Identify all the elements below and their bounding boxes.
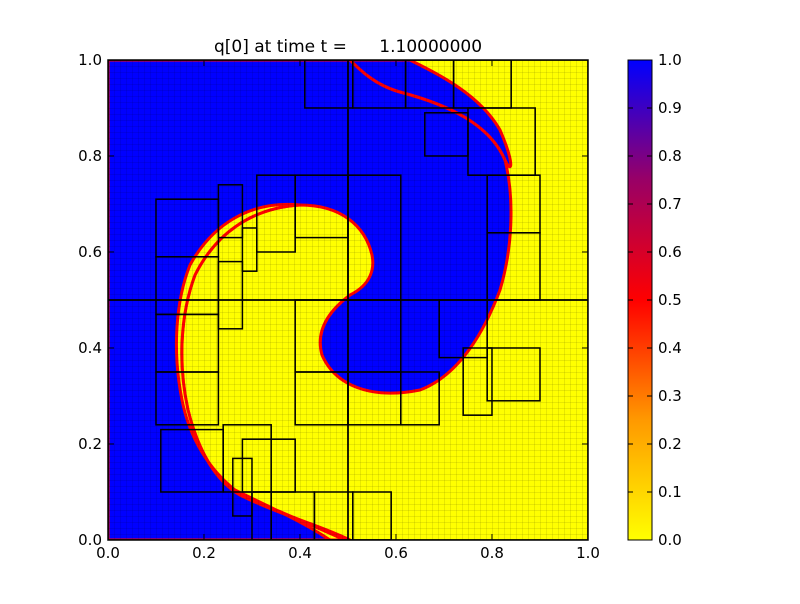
x-axis: 0.0 0.2 0.4 0.6 0.8 1.0 <box>96 60 600 562</box>
y-tick-label: 0.6 <box>78 243 102 261</box>
colorbar-tick-label: 1.0 <box>658 51 682 69</box>
x-tick-label: 1.0 <box>576 544 600 562</box>
colorbar-tick-label: 0.8 <box>658 147 682 165</box>
colorbar-tick-label: 0.2 <box>658 435 682 453</box>
colorbar-tick-label: 0.7 <box>658 195 682 213</box>
x-tick-label: 0.4 <box>288 544 312 562</box>
colorbar-tick-label: 0.5 <box>658 291 682 309</box>
axes-frame <box>107 59 589 541</box>
x-tick-label: 0.8 <box>480 544 504 562</box>
y-tick-label: 0.4 <box>78 339 102 357</box>
x-tick-label: 0.2 <box>192 544 216 562</box>
amr-patch <box>352 491 392 540</box>
colorbar: 0.0 0.1 0.2 0.3 0.4 0.5 0.6 0.7 0.8 0.9 1.0 <box>627 51 682 549</box>
amr-patches <box>108 60 588 540</box>
x-tick-label: 0.6 <box>384 544 408 562</box>
amr-patch <box>486 174 541 234</box>
amr-patch <box>217 260 244 330</box>
amr-patch <box>155 371 220 426</box>
colorbar-tick-label: 0.1 <box>658 483 682 501</box>
y-tick-label: 0.2 <box>78 435 102 453</box>
y-axis: 0.0 0.2 0.4 0.6 0.8 1.0 <box>78 51 588 549</box>
x-tick-label: 0.0 <box>96 544 120 562</box>
plot-area <box>108 60 588 540</box>
colorbar-ticks: 0.0 0.1 0.2 0.3 0.4 0.5 0.6 0.7 0.8 0.9 1.0 <box>628 51 682 549</box>
colorbar-tick-label: 0.4 <box>658 339 682 357</box>
colorbar-tick-label: 0.6 <box>658 243 682 261</box>
amr-patch <box>462 347 493 416</box>
y-tick-label: 0.8 <box>78 147 102 165</box>
amr-patch <box>400 371 440 426</box>
amr-patch <box>486 347 541 402</box>
amr-patch <box>241 438 296 493</box>
y-tick-label: 0.0 <box>78 531 102 549</box>
colorbar-tick-label: 0.3 <box>658 387 682 405</box>
y-tick-label: 1.0 <box>78 51 102 69</box>
amr-patch <box>217 184 244 239</box>
colorbar-tick-label: 0.9 <box>658 99 682 117</box>
chart-title: q[0] at time t = 1.10000000 <box>214 37 482 57</box>
colorbar-tick-label: 0.0 <box>658 531 682 549</box>
